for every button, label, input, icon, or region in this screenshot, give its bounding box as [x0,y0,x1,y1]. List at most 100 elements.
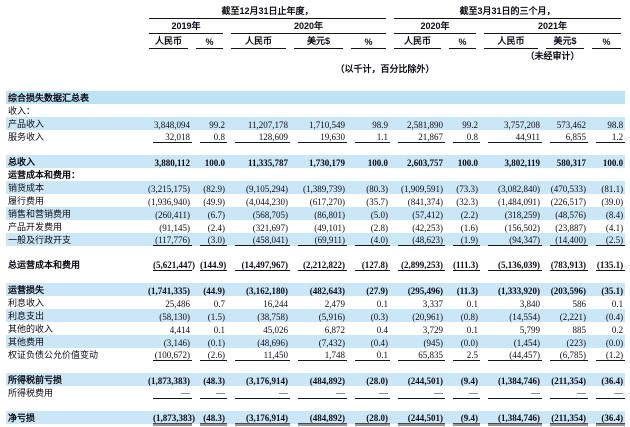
row-label: 利息收入 [8,298,45,308]
value-cell: (3,215,175) [148,184,190,194]
value-cell: 44,911 [480,130,543,143]
value-cell [145,168,192,181]
value-cell: (1.9) [445,233,481,246]
value-cell: (2,212,822) [290,258,347,271]
value-cell: 99.2 [209,120,225,130]
spacer-row [6,399,626,411]
spacer-row [6,361,626,373]
value-cell [227,168,290,181]
value-cell: — [192,386,227,399]
table-row: 收入： [6,104,625,117]
value-cell: (36.4) [601,376,624,386]
table-row: 其他费用 (3,146) (0.1) (48,696) (7,432) (0.4) (945… [6,335,626,348]
period-group-quarter: 截至3月31日的三个月， [390,4,625,19]
table-row: 利息收入 25,486 0.7 16,244 2,479 0.1 3,337 0.1 3,840… [6,296,625,309]
value-cell [445,104,480,117]
value-cell: 0.1 [466,325,479,335]
value-cell: 2,479 [324,299,345,309]
units-note: （以千计，百分比除外） [335,64,435,74]
value-cell [390,168,445,181]
value-cell: (617,270) [309,197,345,207]
value-cell: (5.0) [370,210,389,220]
row-label: 运营成本和费用： [8,170,81,180]
year-label: 2019年 [149,19,223,34]
value-cell: (4,044,230) [246,197,288,207]
spacer-cell [6,271,626,283]
spacer-row [6,143,626,155]
col-header-pct: % [588,34,625,49]
value-cell: (36.4) [588,411,626,424]
value-cell: (1.5) [207,312,225,322]
value-cell: 3,757,208 [504,120,541,130]
value-cell: 3,848,094 [154,120,190,130]
value-cell: (44.9) [203,286,225,296]
quarter-2021: 2021年 [480,19,625,34]
value-cell [227,104,290,117]
value-cell: (1,909,591) [401,184,444,194]
value-cell: 1,748 [290,348,347,361]
value-cell: (4.1) [605,223,624,233]
period-group-annual: 截至12月31日止年度， [145,4,390,19]
value-cell [588,91,625,104]
header-spacer [6,4,145,19]
value-cell: 6,855 [542,130,589,143]
value-cell: 5,799 [519,325,541,335]
row-label: 运营损失 [8,285,45,295]
value-cell: 0.8 [192,130,227,143]
value-cell: (9.4) [460,376,479,386]
value-cell: 1,730,179 [309,158,345,168]
header-spacer [6,62,145,75]
value-cell: (568,705) [252,210,288,220]
value-cell: (484,892) [290,411,347,424]
row-label: 服务收入 [8,132,45,142]
value-cell: 3,337 [422,299,444,309]
year-label: 2020年 [231,19,387,34]
value-cell: 65,835 [390,348,446,361]
value-cell [445,91,480,104]
value-cell [542,168,588,181]
value-cell: 100.0 [204,158,225,168]
value-cell [290,168,347,181]
row-label: 总收入 [8,157,36,167]
value-cell: (69,911) [290,233,347,246]
value-cell: 11,450 [227,348,290,361]
value-cell: (0.1) [207,338,225,348]
table-row: 运营成本和费用： [6,168,625,181]
value-cell: (2.4) [207,223,225,233]
value-cell: (48,623) [390,233,446,246]
value-cell: 0.1 [376,299,389,309]
value-cell: (48,576) [555,210,587,220]
row-label: 销货成本 [8,183,45,193]
value-cell: (91,145) [159,223,190,233]
value-cell: (0.0) [605,338,624,348]
value-cell: (318,259) [504,210,541,220]
quarter-2020: 2020年 [390,19,480,34]
value-cell: — [588,386,626,399]
table-row: 一般及行政开支 (117,776) (3.0) (458,041) (69,911) (4… [6,233,626,246]
value-cell [290,104,347,117]
value-cell: 128,609 [227,130,290,143]
value-cell: 32,018 [145,130,192,143]
table-row: 总收入 3,880,112 100.0 11,335,787 1,730,179 100.… [6,155,626,168]
value-cell: — [480,386,543,399]
value-cell: (783,913) [550,260,589,271]
value-cell: (1.2) [588,348,626,361]
row-label: 其他费用 [8,337,45,347]
value-cell: (3.0) [192,233,227,246]
header-spacer [6,49,480,62]
value-cell: (14,554) [509,312,541,322]
value-cell: (0.4) [605,312,624,322]
value-cell: 100.0 [457,158,479,168]
value-cell: 100.0 [367,158,389,168]
value-cell [192,168,227,181]
table-row: 权证负债公允价值变动 (100,672) (2.6) 11,450 1,748 0.1 65… [6,348,626,361]
value-cell: 3,840 [519,299,541,309]
value-cell: (482,643) [309,286,345,296]
value-cell: (458,041) [227,233,290,246]
value-cell: (945) [423,338,444,348]
table-row: 净亏损 (1,873,383) (48.3) (3,176,914) (484,892)… [6,411,626,424]
value-cell: (2,221) [559,312,587,322]
value-cell: (244,501) [390,411,446,424]
value-cell: (1,484,091) [498,197,541,207]
value-cell: (73.3) [456,184,479,194]
